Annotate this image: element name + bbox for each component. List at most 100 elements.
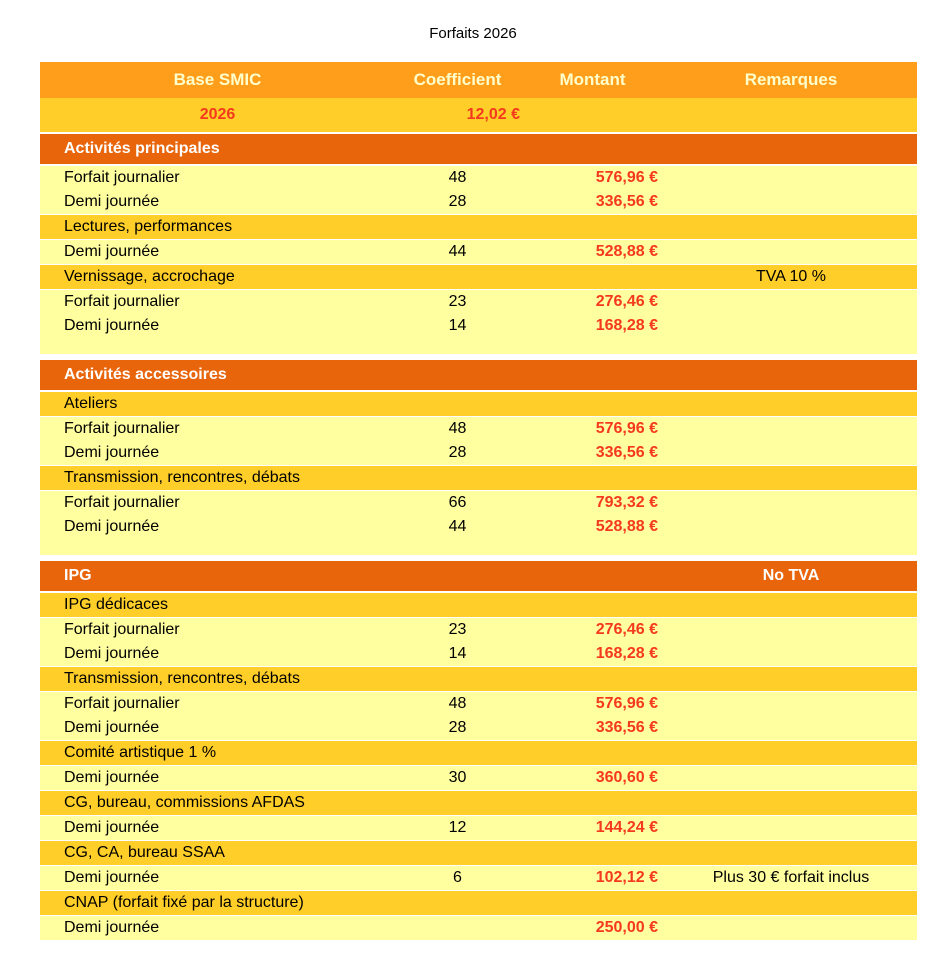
amount-value: 336,56 € xyxy=(595,719,658,736)
amount-value: 168,28 € xyxy=(595,645,658,662)
amount-value: 576,96 € xyxy=(595,420,658,437)
subsection-row: CG, CA, bureau SSAA xyxy=(40,841,917,865)
amount-value: 250,00 € xyxy=(595,919,658,936)
row-label: Forfait journalier xyxy=(64,621,180,638)
spacer-row xyxy=(40,539,917,555)
coefficient-value: 48 xyxy=(448,695,467,712)
amount-value: 276,46 € xyxy=(595,293,658,310)
amount-value: 528,88 € xyxy=(595,518,658,535)
row-label: Forfait journalier xyxy=(64,420,180,437)
coefficient-value: 6 xyxy=(453,869,462,886)
row-remark: Plus 30 € forfait inclus xyxy=(712,869,870,886)
table-header-row: Base SMIC Coefficient Montant Remarques xyxy=(40,62,917,98)
amount-value: 576,96 € xyxy=(595,169,658,186)
amount-value: 336,56 € xyxy=(595,193,658,210)
subsection-row: IPG dédicaces xyxy=(40,593,917,617)
column-header-coefficient: Coefficient xyxy=(413,70,502,89)
page: Forfaits 2026 Base SMIC Coefficient Mont… xyxy=(40,26,917,940)
amount-value: 168,28 € xyxy=(595,317,658,334)
smic-year-cell: 2026 xyxy=(199,106,236,123)
subsection-label: Vernissage, accrochage xyxy=(64,268,235,285)
subsection-label: IPG dédicaces xyxy=(64,596,169,613)
subsection-row: CG, bureau, commissions AFDAS xyxy=(40,791,917,815)
row-label: Forfait journalier xyxy=(64,695,180,712)
coefficient-value: 28 xyxy=(448,193,467,210)
subsection-row: CNAP (forfait fixé par la structure) xyxy=(40,891,917,915)
data-row: Forfait journalier 23 276,46 € xyxy=(40,618,917,642)
subsection-label: CG, bureau, commissions AFDAS xyxy=(64,794,305,811)
subsection-row: Transmission, rencontres, débats xyxy=(40,466,917,490)
data-row: Demi journée 12 144,24 € xyxy=(40,816,917,840)
data-row: Demi journée 44 528,88 € xyxy=(40,240,917,264)
row-label: Demi journée xyxy=(64,919,160,936)
data-row: Demi journée 30 360,60 € xyxy=(40,766,917,790)
row-label: Demi journée xyxy=(64,769,160,786)
row-label: Forfait journalier xyxy=(64,293,180,310)
smic-value-cell: 12,02 € xyxy=(466,106,520,123)
amount-value: 528,88 € xyxy=(595,243,658,260)
subsection-label: Transmission, rencontres, débats xyxy=(64,670,300,687)
section-title: Activités principales xyxy=(64,140,220,157)
row-label: Demi journée xyxy=(64,645,160,662)
data-row: Demi journée 44 528,88 € xyxy=(40,515,917,539)
row-label: Demi journée xyxy=(64,719,160,736)
section-header-row: IPG No TVA xyxy=(40,561,917,591)
coefficient-value: 23 xyxy=(448,293,467,310)
row-label: Demi journée xyxy=(64,869,160,886)
coefficient-value: 14 xyxy=(448,317,467,334)
data-row: Demi journée 6 102,12 € Plus 30 € forfait i… xyxy=(40,866,917,890)
coefficient-value: 23 xyxy=(448,621,467,638)
column-header-remarques: Remarques xyxy=(744,70,838,89)
amount-value: 576,96 € xyxy=(595,695,658,712)
forfaits-table: Base SMIC Coefficient Montant Remarques … xyxy=(40,62,917,940)
data-row: Forfait journalier 48 576,96 € xyxy=(40,166,917,190)
section-title: Activités accessoires xyxy=(64,366,227,383)
subsection-row: Vernissage, accrochage TVA 10 % xyxy=(40,265,917,289)
amount-value: 102,12 € xyxy=(595,869,658,886)
subsection-label: Lectures, performances xyxy=(64,218,233,235)
section-title: IPG xyxy=(64,567,92,584)
coefficient-value: 66 xyxy=(448,494,467,511)
row-label: Demi journée xyxy=(64,518,160,535)
amount-value: 336,56 € xyxy=(595,444,658,461)
data-row: Demi journée 14 168,28 € xyxy=(40,642,917,666)
coefficient-value: 28 xyxy=(448,444,467,461)
section-remark: No TVA xyxy=(762,567,820,584)
coefficient-value: 44 xyxy=(448,518,467,535)
section-header-row: Activités principales xyxy=(40,134,917,164)
subsection-row: Transmission, rencontres, débats xyxy=(40,667,917,691)
data-row: Demi journée 250,00 € xyxy=(40,916,917,940)
data-row: Forfait journalier 23 276,46 € xyxy=(40,290,917,314)
row-label: Forfait journalier xyxy=(64,494,180,511)
coefficient-value: 30 xyxy=(448,769,467,786)
data-row: Demi journée 14 168,28 € xyxy=(40,314,917,338)
amount-value: 276,46 € xyxy=(595,621,658,638)
amount-value: 144,24 € xyxy=(595,819,658,836)
subsection-remark: TVA 10 % xyxy=(756,268,826,285)
data-row: Demi journée 28 336,56 € xyxy=(40,441,917,465)
coefficient-value: 48 xyxy=(448,169,467,186)
row-label: Demi journée xyxy=(64,193,160,210)
coefficient-value: 12 xyxy=(448,819,467,836)
amount-value: 793,32 € xyxy=(595,494,658,511)
subsection-label: CNAP (forfait fixé par la structure) xyxy=(64,894,304,911)
smic-row: 2026 12,02 € xyxy=(40,98,917,132)
subsection-row: Comité artistique 1 % xyxy=(40,741,917,765)
data-row: Forfait journalier 66 793,32 € xyxy=(40,491,917,515)
row-label: Demi journée xyxy=(64,317,160,334)
row-label: Demi journée xyxy=(64,819,160,836)
row-label: Forfait journalier xyxy=(64,169,180,186)
spacer-row xyxy=(40,338,917,354)
data-row: Demi journée 28 336,56 € xyxy=(40,716,917,740)
subsection-label: Ateliers xyxy=(64,395,118,412)
subsection-label: Transmission, rencontres, débats xyxy=(64,469,300,486)
data-row: Demi journée 28 336,56 € xyxy=(40,190,917,214)
subsection-label: CG, CA, bureau SSAA xyxy=(64,844,225,861)
subsection-row: Lectures, performances xyxy=(40,215,917,239)
coefficient-value: 48 xyxy=(448,420,467,437)
row-label: Demi journée xyxy=(64,444,160,461)
column-header-base-smic: Base SMIC xyxy=(173,70,262,89)
section-header-row: Activités accessoires xyxy=(40,360,917,390)
coefficient-value: 14 xyxy=(448,645,467,662)
subsection-row: Ateliers xyxy=(40,392,917,416)
